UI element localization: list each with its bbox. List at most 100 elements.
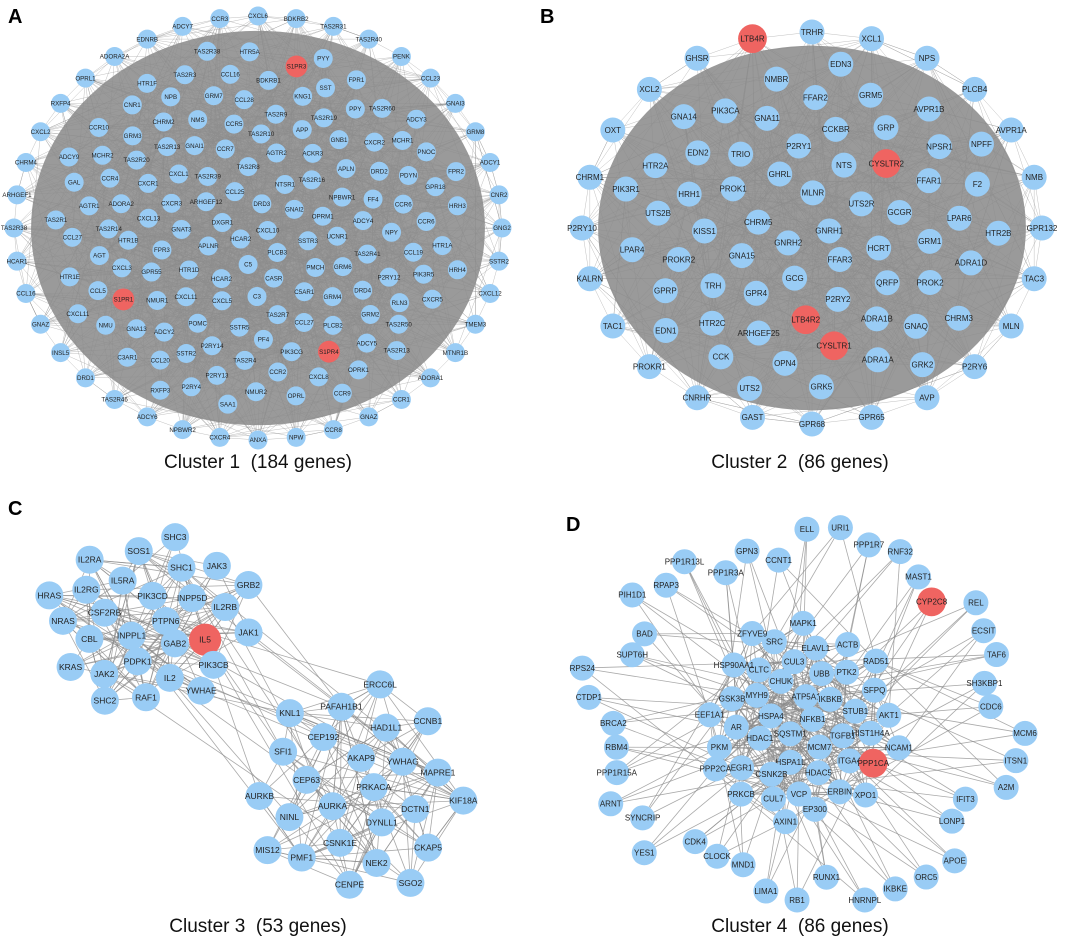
node-label: OPRL: [288, 393, 305, 400]
c2-node-p2ry6: P2RY6: [962, 354, 988, 380]
node-circle: [317, 340, 340, 363]
edge: [821, 282, 931, 388]
c1-node-bdkrb2: BDKRB2: [284, 9, 309, 29]
node-label: NPFF: [971, 140, 992, 149]
node-circle: [176, 344, 196, 364]
edge: [244, 269, 458, 361]
edge: [40, 131, 90, 206]
node-circle: [336, 159, 356, 179]
c1-node-anxa: ANXA: [248, 430, 268, 450]
node-label: RNF32: [888, 547, 914, 556]
node-circle: [267, 242, 287, 262]
c1-node-c3ar1: C3AR1: [117, 347, 138, 367]
node-label: HAD1L1: [370, 723, 402, 733]
c1-node-insl5: INSL5: [51, 343, 71, 363]
node-label: PPP1CA: [857, 759, 889, 768]
edge: [345, 168, 458, 207]
node-circle: [215, 139, 235, 159]
node-label: SFI1: [274, 747, 292, 757]
edge: [720, 222, 759, 357]
node-label: INSL5: [52, 350, 70, 357]
node-label: SST: [320, 85, 332, 92]
node-circle: [150, 380, 170, 400]
node-circle: [253, 836, 282, 865]
node-circle: [808, 374, 834, 400]
node-label: TAS2R31: [320, 24, 347, 31]
edge: [16, 237, 73, 262]
c2-node-ffar1: FFAR1: [916, 168, 942, 194]
node-label: GAL: [68, 179, 81, 186]
c4-node-ppp2ca: PPP2CA: [700, 756, 732, 782]
edge: [16, 38, 148, 262]
node-circle: [322, 287, 342, 307]
edge: [740, 793, 866, 901]
edge: [164, 278, 222, 333]
node-label: CSF2RB: [88, 608, 122, 618]
node-label: HCAR2: [230, 236, 252, 243]
c1-node-hcar2: HCAR2: [230, 229, 252, 249]
node-circle: [161, 523, 190, 552]
node-circle: [75, 545, 104, 574]
node-circle: [706, 734, 732, 760]
c1-node-htr1f: HTR1F: [137, 73, 157, 93]
node-circle: [421, 368, 441, 388]
c4-node-cdk4: CDK4: [682, 829, 708, 855]
node-circle: [962, 76, 988, 102]
node-circle: [576, 684, 602, 710]
panel-a: A CXCL6 BDKRB2 TAS2R31 TAS2R40 PENK CCL23 GNAI…: [0, 0, 520, 473]
node-circle: [882, 876, 908, 902]
c4-node-a2m: A2M: [993, 774, 1019, 800]
c2-node-plcb4: PLCB4: [962, 76, 988, 102]
c1-node-rxfp4: RXFP4: [51, 93, 71, 113]
c1-node-cxcr5: CXCR5: [422, 289, 443, 309]
node-circle: [730, 852, 756, 878]
c4-node-ppp1r3a: PPP1R3A: [708, 560, 744, 586]
node-label: OPRL1: [75, 75, 96, 82]
c4-node-ifit3: IFIT3: [952, 786, 978, 812]
node-label: AGTR2: [266, 150, 287, 157]
node-circle: [946, 205, 972, 231]
c1-node-grm8: GRM8: [465, 122, 485, 142]
c4-node-clock: CLOCK: [703, 843, 732, 869]
node-label: GNB1: [331, 137, 348, 144]
edge: [277, 252, 330, 352]
node-circle: [316, 78, 336, 98]
c1-node-tas2r1: TAS2R1: [44, 210, 68, 230]
node-label: IKBKB: [818, 695, 842, 704]
edge: [273, 277, 334, 326]
node-label: PRKACA: [356, 782, 391, 792]
node-label: PROK1: [720, 185, 748, 194]
node-label: BRCA2: [600, 719, 627, 728]
c1-node-rln3: RLN3: [390, 293, 410, 313]
node-circle: [489, 251, 509, 271]
node-circle: [721, 652, 747, 678]
edge: [875, 660, 1026, 734]
c1-node-tas2r39: TAS2R39: [195, 167, 221, 187]
node-label: CCL23: [421, 75, 441, 82]
c1-node-arhgef12: ARHGEF12: [190, 192, 223, 212]
c1-node-npb: NPB: [161, 87, 181, 107]
edge: [170, 96, 333, 297]
c4-node-elavl1: ELAVL1: [801, 635, 831, 661]
node-label: CNR2: [491, 192, 508, 199]
edge: [758, 221, 999, 234]
c1-node-cxcl1: CXCL1: [169, 164, 189, 184]
node-label: HCRT: [868, 244, 890, 253]
node-circle: [248, 430, 268, 450]
c4-node-cdc6: CDC6: [978, 694, 1004, 720]
c1-node-htr1e: HTR1E: [60, 267, 80, 287]
node-label: FF4: [368, 196, 380, 203]
node-label: CCR6: [395, 201, 412, 208]
edge: [284, 184, 392, 233]
node-circle: [728, 141, 754, 167]
node-circle: [282, 342, 302, 362]
edge: [974, 227, 1043, 367]
edge: [665, 129, 1012, 291]
node-label: GNA11: [754, 114, 780, 123]
node-label: PF4: [258, 337, 270, 344]
c1-node-npbwr1: NPBWR1: [329, 187, 356, 207]
node-circle: [238, 157, 258, 177]
node-label: ATP5A1: [791, 692, 821, 701]
node-circle: [269, 737, 298, 766]
edge: [649, 38, 872, 90]
